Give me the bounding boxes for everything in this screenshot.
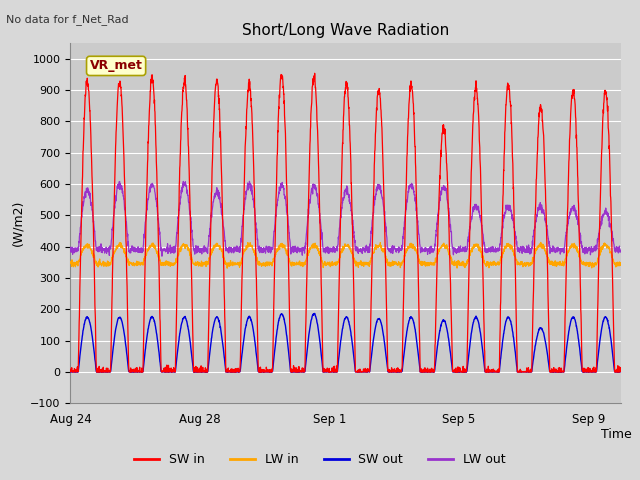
Bar xyxy=(459,43,524,403)
Bar xyxy=(265,43,330,403)
Y-axis label: (W/m2): (W/m2) xyxy=(12,200,25,246)
Legend: SW in, LW in, SW out, LW out: SW in, LW in, SW out, LW out xyxy=(129,448,511,471)
Bar xyxy=(70,43,135,403)
Bar xyxy=(200,43,265,403)
Text: VR_met: VR_met xyxy=(90,60,143,72)
Bar xyxy=(524,43,588,403)
Text: No data for f_Net_Rad: No data for f_Net_Rad xyxy=(6,14,129,25)
X-axis label: Time: Time xyxy=(601,428,632,442)
Bar xyxy=(330,43,394,403)
Bar xyxy=(588,43,621,403)
Title: Short/Long Wave Radiation: Short/Long Wave Radiation xyxy=(242,23,449,38)
Bar xyxy=(135,43,200,403)
Bar xyxy=(394,43,459,403)
